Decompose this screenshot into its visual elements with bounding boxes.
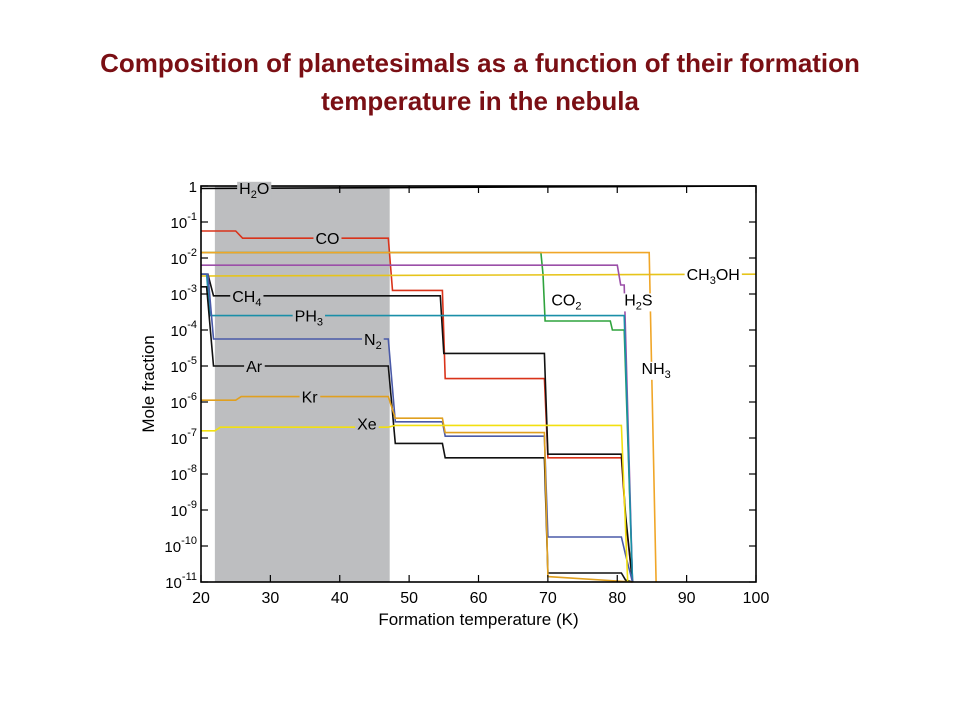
series-line-nh3 xyxy=(201,251,657,583)
series-label-background xyxy=(362,333,384,351)
series-label-kr: Kr xyxy=(302,390,319,407)
series-label-background xyxy=(622,293,655,312)
series-label-ch4: CH4 xyxy=(232,289,261,309)
y-tick-label: 10-7 xyxy=(171,427,197,448)
y-tick-label: 1 xyxy=(189,179,197,196)
axes-layer: 20 30 40 50 60 70 80 90 100 1 10-1 10-2 10-3 10-4 10-5… xyxy=(164,179,769,607)
x-tick-label: 20 xyxy=(192,590,210,607)
series-line-ch3oh xyxy=(200,273,757,277)
series-label-xe: Xe xyxy=(357,417,377,434)
y-tick-label: 10-8 xyxy=(171,463,197,484)
slide-title-line-1: Composition of planetesimals as a functi… xyxy=(100,48,860,78)
series-label-n2: N2 xyxy=(364,332,382,352)
x-tick-label: 30 xyxy=(261,590,279,607)
y-tick-label: 10-5 xyxy=(171,355,197,376)
y-tick-label: 10-2 xyxy=(171,247,197,268)
series-label-background xyxy=(355,417,379,433)
slide-title-line-2: temperature in the nebula xyxy=(321,86,639,116)
series-label-background xyxy=(299,390,321,406)
y-axis-label: Mole fraction xyxy=(139,335,158,432)
y-tick-label: 10-1 xyxy=(171,211,197,232)
y-tick-label: 10-10 xyxy=(164,535,197,556)
x-axis-label: Formation temperature (K) xyxy=(378,610,578,629)
x-tick-label: 50 xyxy=(400,590,418,607)
x-tick-label: 70 xyxy=(539,590,557,607)
x-tick-label: 100 xyxy=(743,590,770,607)
series-label-h2o: H2O xyxy=(239,181,269,201)
series-label-background xyxy=(549,293,584,312)
series-label-background xyxy=(292,309,326,328)
series-label-h2s: H2S xyxy=(624,292,652,312)
series-line-ar xyxy=(201,286,633,583)
y-tick-label: 10-11 xyxy=(165,571,197,592)
series-line-kr xyxy=(201,395,633,583)
slide-title: Composition of planetesimals as a functi… xyxy=(20,44,940,120)
series-labels-layer: H2O CO CO2 CH3OH H2S NH3 CH4 PH3 N2 Ar Kr Xe xyxy=(230,181,742,434)
x-tick-label: 90 xyxy=(678,590,696,607)
series-line-co2 xyxy=(201,251,634,583)
x-tick-label: 80 xyxy=(608,590,626,607)
shaded-temperature-band xyxy=(214,186,390,582)
y-tick-label: 10-6 xyxy=(171,391,197,412)
series-label-co: CO xyxy=(315,231,339,248)
y-tick-label: 10-4 xyxy=(171,319,197,340)
series-label-background xyxy=(230,289,264,308)
x-tick-label: 60 xyxy=(470,590,488,607)
series-label-background xyxy=(313,232,342,248)
series-label-co2: CO2 xyxy=(551,292,581,312)
series-line-xe xyxy=(201,424,629,583)
series-label-background xyxy=(639,361,673,380)
series-label-ph3: PH3 xyxy=(295,309,323,329)
series-label-background xyxy=(237,181,272,200)
y-tick-label: 10-3 xyxy=(171,283,197,304)
y-tick-label: 10-9 xyxy=(171,499,197,520)
series-label-ch3oh: CH3OH xyxy=(687,267,740,287)
series-label-nh3: NH3 xyxy=(642,361,671,381)
x-tick-label: 40 xyxy=(331,590,349,607)
series-layer xyxy=(200,185,757,583)
series-label-ar: Ar xyxy=(246,359,263,376)
series-label-background xyxy=(244,360,265,375)
series-label-background xyxy=(684,268,742,287)
